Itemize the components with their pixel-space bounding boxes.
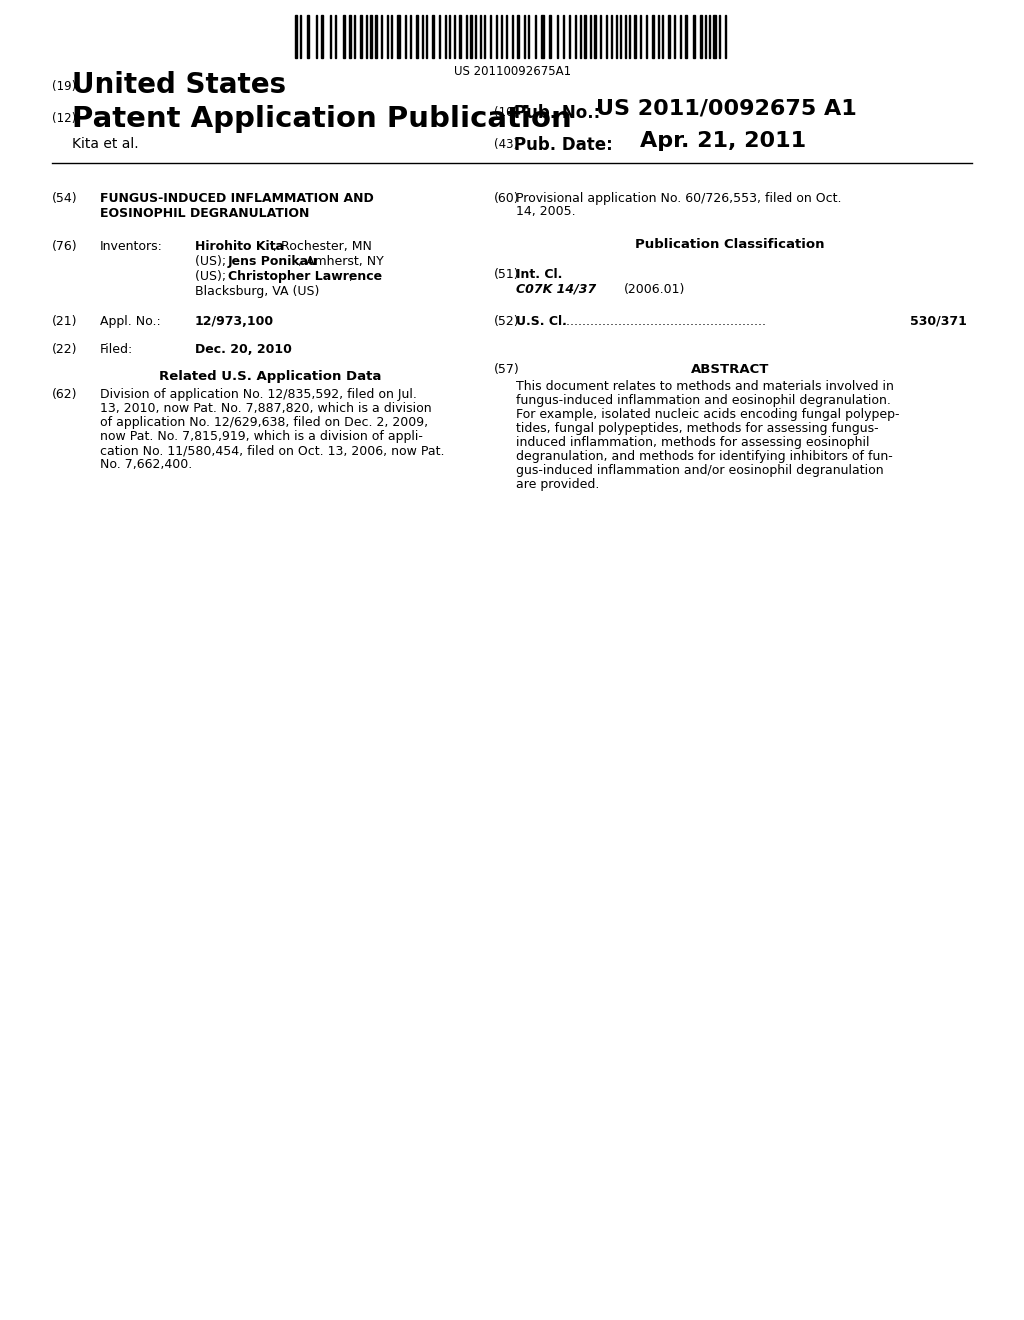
Text: (2006.01): (2006.01)	[624, 282, 685, 296]
Text: ....................................................: ........................................…	[554, 315, 770, 327]
Text: C07K 14/37: C07K 14/37	[516, 282, 596, 296]
Text: This document relates to methods and materials involved in: This document relates to methods and mat…	[516, 380, 894, 393]
Text: Pub. Date:: Pub. Date:	[514, 136, 612, 154]
Text: , Amherst, NY: , Amherst, NY	[298, 255, 384, 268]
Text: (57): (57)	[494, 363, 520, 376]
Text: (62): (62)	[52, 388, 78, 401]
Text: 13, 2010, now Pat. No. 7,887,820, which is a division: 13, 2010, now Pat. No. 7,887,820, which …	[100, 403, 432, 414]
Text: (19): (19)	[52, 81, 76, 92]
Bar	[459, 15, 461, 58]
Text: fungus-induced inflammation and eosinophil degranulation.: fungus-induced inflammation and eosinoph…	[516, 393, 891, 407]
Bar	[541, 15, 544, 58]
Text: Division of application No. 12/835,592, filed on Jul.: Division of application No. 12/835,592, …	[100, 388, 417, 401]
Text: Apr. 21, 2011: Apr. 21, 2011	[640, 131, 806, 150]
Bar	[295, 15, 297, 58]
Text: now Pat. No. 7,815,919, which is a division of appli-: now Pat. No. 7,815,919, which is a divis…	[100, 430, 423, 444]
Text: ABSTRACT: ABSTRACT	[691, 363, 769, 376]
Text: (54): (54)	[52, 191, 78, 205]
Text: Int. Cl.: Int. Cl.	[516, 268, 562, 281]
Bar	[432, 15, 434, 58]
Text: (21): (21)	[52, 315, 78, 327]
Bar	[668, 15, 670, 58]
Text: 530/371: 530/371	[910, 315, 967, 327]
Text: Inventors:: Inventors:	[100, 240, 163, 253]
Text: Blacksburg, VA (US): Blacksburg, VA (US)	[195, 285, 319, 298]
Text: cation No. 11/580,454, filed on Oct. 13, 2006, now Pat.: cation No. 11/580,454, filed on Oct. 13,…	[100, 444, 444, 457]
Text: of application No. 12/629,638, filed on Dec. 2, 2009,: of application No. 12/629,638, filed on …	[100, 416, 428, 429]
Bar	[685, 15, 687, 58]
Text: induced inflammation, methods for assessing eosinophil: induced inflammation, methods for assess…	[516, 436, 869, 449]
Text: 14, 2005.: 14, 2005.	[516, 205, 575, 218]
Bar	[549, 15, 551, 58]
Bar	[693, 15, 695, 58]
Text: degranulation, and methods for identifying inhibitors of fun-: degranulation, and methods for identifyi…	[516, 450, 893, 463]
Text: Related U.S. Application Data: Related U.S. Application Data	[159, 370, 381, 383]
Bar	[517, 15, 519, 58]
Text: (51): (51)	[494, 268, 519, 281]
Text: (US);: (US);	[195, 271, 230, 282]
Text: are provided.: are provided.	[516, 478, 599, 491]
Text: (10): (10)	[494, 106, 518, 119]
Text: For example, isolated nucleic acids encoding fungal polypep-: For example, isolated nucleic acids enco…	[516, 408, 899, 421]
Text: (12): (12)	[52, 112, 76, 125]
Text: Patent Application Publication: Patent Application Publication	[72, 106, 571, 133]
Text: 12/973,100: 12/973,100	[195, 315, 274, 327]
Text: EOSINOPHIL DEGRANULATION: EOSINOPHIL DEGRANULATION	[100, 207, 309, 220]
Text: (52): (52)	[494, 315, 519, 327]
Text: tides, fungal polypeptides, methods for assessing fungus-: tides, fungal polypeptides, methods for …	[516, 422, 879, 436]
Text: ,: ,	[349, 271, 353, 282]
Bar	[713, 15, 716, 58]
Text: (76): (76)	[52, 240, 78, 253]
Bar	[594, 15, 596, 58]
Text: US 20110092675A1: US 20110092675A1	[454, 65, 571, 78]
Bar	[370, 15, 372, 58]
Text: Christopher Lawrence: Christopher Lawrence	[228, 271, 382, 282]
Bar	[307, 15, 309, 58]
Text: US 2011/0092675 A1: US 2011/0092675 A1	[596, 99, 857, 119]
Bar	[360, 15, 362, 58]
Text: FUNGUS-INDUCED INFLAMMATION AND: FUNGUS-INDUCED INFLAMMATION AND	[100, 191, 374, 205]
Bar	[416, 15, 418, 58]
Text: Provisional application No. 60/726,553, filed on Oct.: Provisional application No. 60/726,553, …	[516, 191, 842, 205]
Text: Dec. 20, 2010: Dec. 20, 2010	[195, 343, 292, 356]
Bar	[470, 15, 472, 58]
Bar	[343, 15, 345, 58]
Text: Hirohito Kita: Hirohito Kita	[195, 240, 284, 253]
Text: Jens Ponikau: Jens Ponikau	[228, 255, 318, 268]
Bar	[349, 15, 351, 58]
Text: Pub. No.:: Pub. No.:	[514, 104, 600, 121]
Text: U.S. Cl.: U.S. Cl.	[516, 315, 567, 327]
Text: gus-induced inflammation and/or eosinophil degranulation: gus-induced inflammation and/or eosinoph…	[516, 465, 884, 477]
Bar	[700, 15, 702, 58]
Bar	[397, 15, 400, 58]
Text: , Rochester, MN: , Rochester, MN	[273, 240, 372, 253]
Text: (22): (22)	[52, 343, 78, 356]
Text: (US);: (US);	[195, 255, 230, 268]
Text: Kita et al.: Kita et al.	[72, 137, 138, 150]
Bar	[652, 15, 654, 58]
Text: Appl. No.:: Appl. No.:	[100, 315, 161, 327]
Text: (43): (43)	[494, 139, 518, 150]
Bar	[584, 15, 586, 58]
Text: Filed:: Filed:	[100, 343, 133, 356]
Text: United States: United States	[72, 71, 286, 99]
Bar	[321, 15, 323, 58]
Text: No. 7,662,400.: No. 7,662,400.	[100, 458, 193, 471]
Text: (60): (60)	[494, 191, 519, 205]
Bar	[634, 15, 636, 58]
Bar	[375, 15, 377, 58]
Text: Publication Classification: Publication Classification	[635, 238, 824, 251]
